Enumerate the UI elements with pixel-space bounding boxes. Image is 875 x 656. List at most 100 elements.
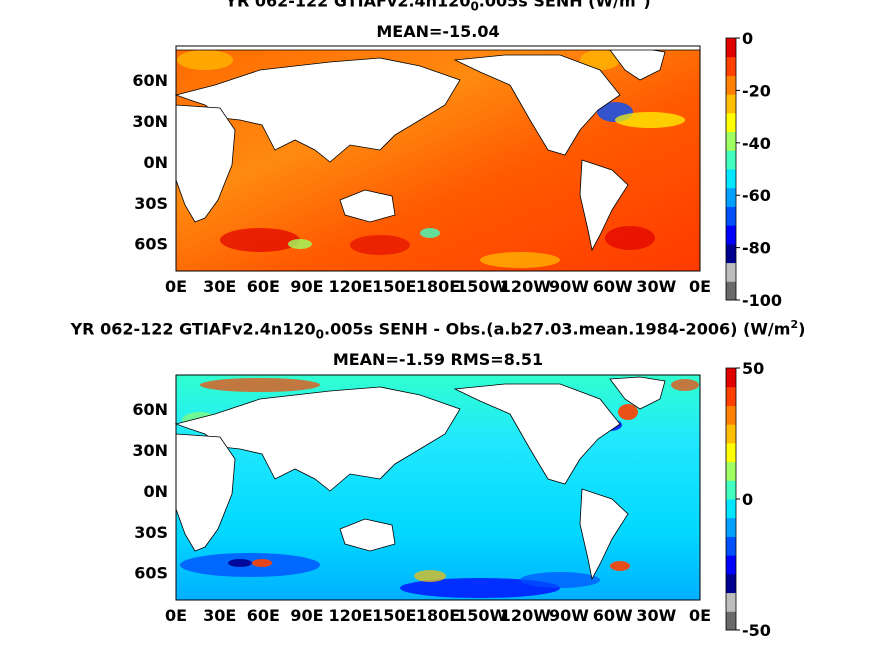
colorbar-segment: [726, 480, 736, 500]
top-map-patch: [580, 50, 620, 70]
colorbar-segment: [726, 517, 736, 537]
top-south-america: [579, 159, 629, 252]
bottom-title-sup: 2: [790, 318, 799, 331]
bottom-map-patch: [671, 379, 699, 391]
x-tick-label: 30W: [636, 606, 676, 625]
bottom-australia: [339, 518, 396, 552]
colorbar-segment: [726, 405, 736, 425]
bottom-map-patch: [252, 559, 272, 567]
colorbar-segment: [726, 187, 736, 207]
bottom-title-tail: .005s SENH - Obs.(a.b27.03.mean.1984-200…: [324, 319, 791, 339]
y-tick-label: 60N: [132, 400, 168, 419]
colorbar-tick-label: 50: [742, 359, 764, 378]
top-map-patch: [615, 112, 685, 128]
bottom-map-patch: [200, 378, 320, 392]
colorbar-segment: [726, 75, 736, 95]
y-tick-label: 30N: [132, 112, 168, 131]
bottom-map-patch: [610, 561, 630, 571]
x-tick-label: 150W: [456, 277, 507, 296]
bottom-eurasia: [174, 386, 461, 492]
colorbars: 0 -20 -40 -60 -80 -100 50 0 -50: [725, 29, 782, 640]
colorbar-segment: [726, 368, 736, 388]
bottom-land: [174, 376, 666, 581]
top-title-tail: .005s SENH (W/m: [478, 0, 636, 11]
y-tick-label: 30S: [134, 194, 168, 213]
bottom-title-sub: 0: [315, 327, 325, 342]
x-tick-label: 30W: [636, 277, 676, 296]
top-title-close: ): [643, 0, 651, 11]
colorbar-tick-label: 0: [742, 29, 753, 48]
bottom-map-patch: [618, 404, 638, 420]
colorbar-segment: [726, 169, 736, 189]
x-tick-label: 90E: [290, 606, 323, 625]
top-title-sub: 0: [470, 0, 479, 14]
x-tick-label: 150E: [372, 606, 416, 625]
colorbar-segment: [726, 442, 736, 463]
colorbar-segment: [726, 94, 736, 114]
colorbar-segment: [726, 386, 736, 406]
x-tick-label: 60E: [247, 277, 280, 296]
top-map-patch: [288, 239, 312, 249]
colorbar-tick-label: -80: [742, 239, 771, 258]
top-title-main: YR 062-122 GTIAFv2.4n120: [225, 0, 471, 11]
top-map-patch: [177, 50, 233, 70]
colorbar-segment: [726, 243, 736, 264]
bottom-map: [174, 374, 701, 601]
bottom-greenland: [609, 376, 666, 410]
top-map-patch: [220, 228, 300, 252]
colorbar-tick-label: -40: [742, 134, 771, 153]
colorbar-segment: [726, 225, 736, 245]
colorbar-segment: [726, 499, 736, 519]
x-tick-label: 0E: [165, 606, 187, 625]
x-tick-label: 0E: [689, 606, 711, 625]
bottom-map-patch: [228, 559, 252, 567]
x-tick-label: 120E: [329, 606, 373, 625]
y-tick-label: 60S: [134, 564, 168, 583]
x-tick-label: 90W: [549, 606, 589, 625]
bottom-chart-title: YR 062-122 GTIAFv2.4n1200.005s SENH - Ob…: [71, 318, 806, 342]
x-tick-label: 0E: [165, 277, 187, 296]
x-tick-label: 60W: [593, 277, 633, 296]
y-tick-label: 0N: [143, 482, 168, 501]
x-tick-label: 60E: [247, 606, 280, 625]
colorbar-tick-label: -50: [742, 621, 771, 640]
bottom-map-patch: [414, 570, 446, 582]
x-tick-label: 180E: [416, 606, 460, 625]
top-arctic-edge: [175, 45, 701, 51]
x-tick-label: 150W: [456, 606, 507, 625]
x-tick-label: 180E: [416, 277, 460, 296]
bottom-title-main: YR 062-122 GTIAFv2.4n120: [70, 319, 316, 339]
top-eurasia: [174, 57, 461, 163]
x-tick-label: 0E: [689, 277, 711, 296]
x-tick-label: 120W: [500, 606, 551, 625]
colorbar-segment: [726, 592, 736, 612]
x-tick-label: 30E: [203, 277, 236, 296]
y-tick-label: 60S: [134, 235, 168, 254]
colorbar-segment: [726, 281, 736, 301]
y-tick-label: 60N: [132, 71, 168, 90]
bottom-map-frame: [175, 374, 701, 601]
colorbar-segment: [726, 424, 736, 444]
x-tick-label: 120E: [329, 277, 373, 296]
x-tick-label: 90W: [549, 277, 589, 296]
top-map-patch: [480, 252, 560, 268]
top-north-america: [453, 54, 621, 156]
colorbar-segment: [726, 536, 736, 556]
colorbar-segment: [726, 38, 736, 58]
top-land: [174, 45, 701, 252]
top-map: [174, 45, 701, 272]
colorbar-tick-label: -20: [742, 81, 771, 100]
bottom-south-america: [579, 488, 629, 581]
top-africa: [175, 104, 236, 223]
colorbar-tick-label: 0: [742, 490, 753, 509]
colorbar-frame: [725, 37, 737, 301]
colorbar-segment: [726, 262, 736, 282]
x-tick-label: 150E: [372, 277, 416, 296]
y-tick-label: 30N: [132, 441, 168, 460]
colorbar-segment: [726, 131, 736, 151]
x-tick-label: 30E: [203, 606, 236, 625]
colorbar-segment: [726, 573, 736, 594]
colorbar-segment: [726, 461, 736, 481]
